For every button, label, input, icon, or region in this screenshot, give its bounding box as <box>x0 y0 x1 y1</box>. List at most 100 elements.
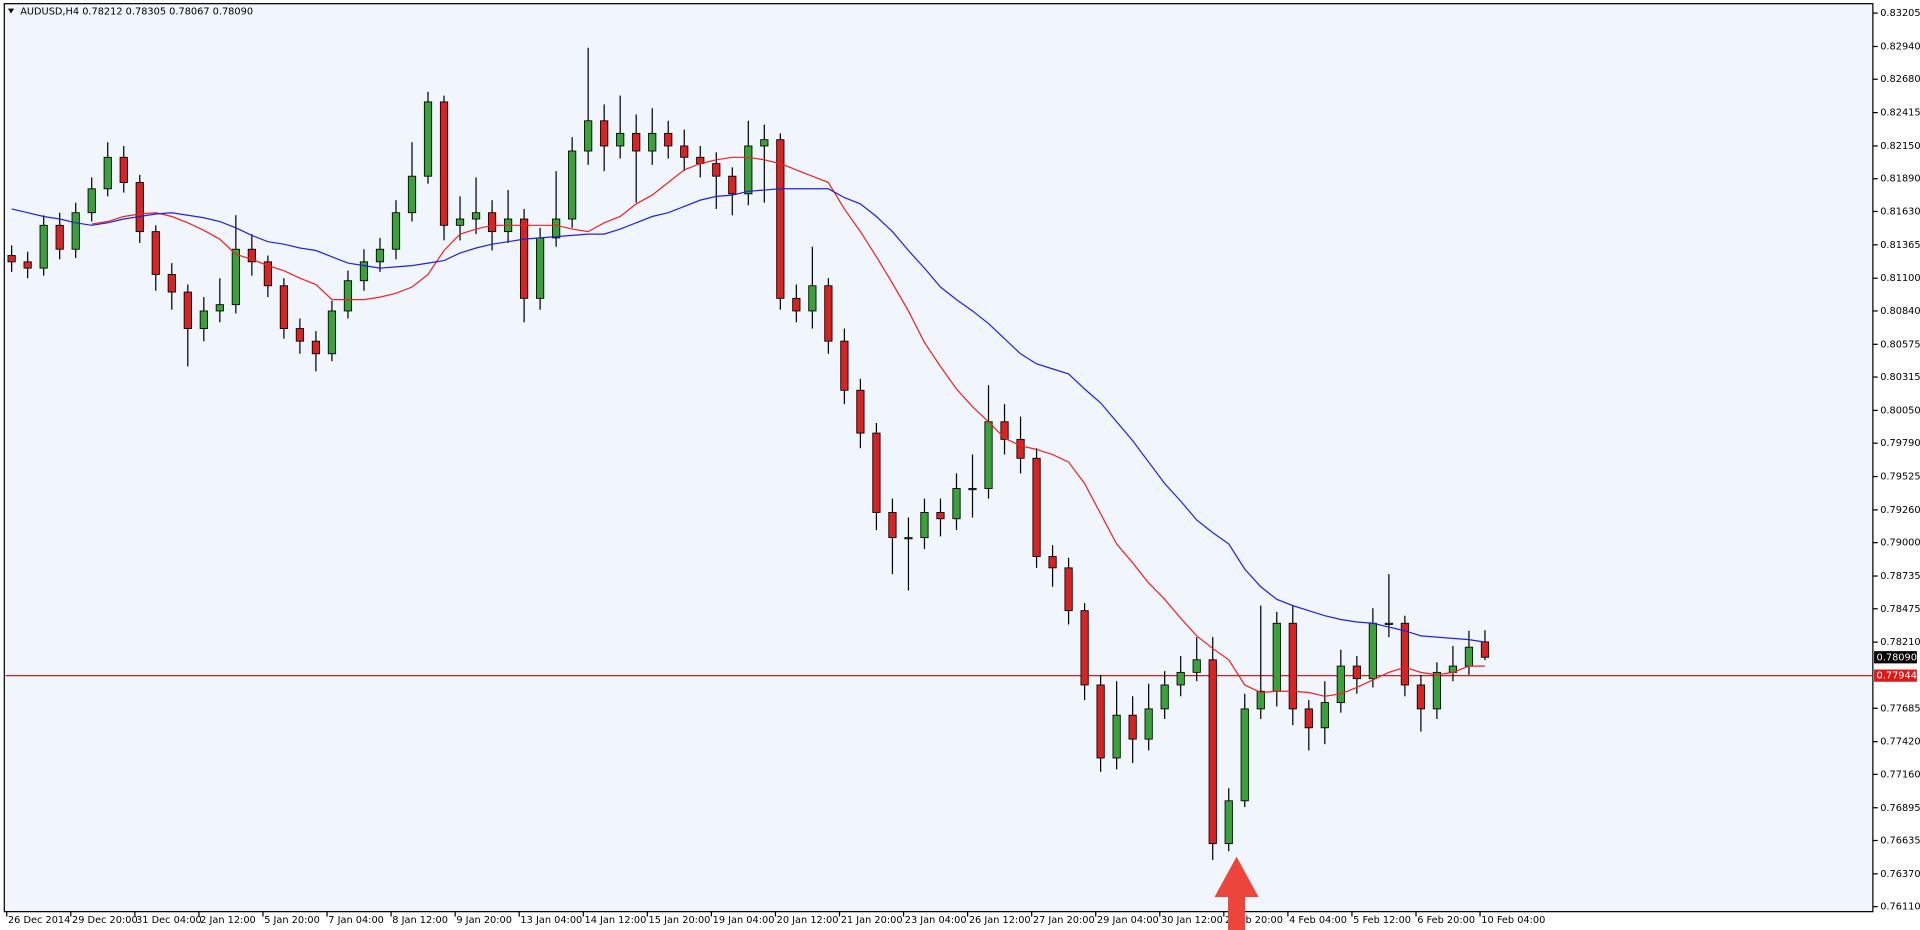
menu-triangle <box>7 8 15 14</box>
candle-body <box>215 304 224 312</box>
y-tick-label: 0.78475 <box>1880 604 1920 615</box>
y-tick-label: 0.81365 <box>1880 240 1920 251</box>
y-tick-label: 0.76370 <box>1880 869 1920 880</box>
candle-body <box>119 156 128 183</box>
x-tick-label: 27 Jan 20:00 <box>1033 915 1095 926</box>
y-tick-label: 0.79260 <box>1880 505 1920 516</box>
candle-body <box>23 261 32 269</box>
candle-body <box>920 512 929 539</box>
moving-average-line <box>11 188 1486 643</box>
candle-body <box>263 261 272 287</box>
candle-body <box>1336 665 1345 704</box>
candle-body <box>1288 622 1297 710</box>
candle-body <box>1224 800 1233 845</box>
y-tick-label: 0.80315 <box>1880 372 1920 383</box>
candle-body <box>936 512 945 520</box>
candle-body <box>1048 556 1057 569</box>
candle-body <box>1160 684 1169 710</box>
x-tick-label: 5 Feb 12:00 <box>1353 915 1411 926</box>
candle-body <box>439 101 449 226</box>
x-tick-label: 15 Jan 20:00 <box>649 915 711 926</box>
moving-average-line <box>91 156 1485 697</box>
candle-body <box>391 212 401 250</box>
y-tick-label: 0.79525 <box>1880 472 1920 483</box>
candle-body <box>568 150 577 220</box>
candle-body <box>1304 708 1313 729</box>
x-tick-label: 26 Dec 2014 <box>8 915 70 926</box>
candle-body <box>7 255 16 263</box>
candle-body <box>1128 714 1137 740</box>
x-tick-label: 30 Jan 12:00 <box>1161 915 1223 926</box>
candle-body <box>311 340 321 355</box>
y-tick-label: 0.77160 <box>1880 769 1920 780</box>
x-tick-label: 10 Feb 04:00 <box>1481 915 1545 926</box>
level-price-box <box>1874 669 1917 682</box>
x-tick-label: 2 Feb 20:00 <box>1225 915 1283 926</box>
x-tick-label: 6 Feb 20:00 <box>1417 915 1475 926</box>
candle-body <box>1192 659 1201 673</box>
candle-body <box>375 248 385 263</box>
candle-body <box>824 285 833 342</box>
x-tick-label: 4 Feb 04:00 <box>1289 915 1347 926</box>
x-tick-label: 23 Jan 04:00 <box>905 915 967 926</box>
candle-body <box>1256 690 1265 710</box>
x-tick-label: 26 Jan 12:00 <box>969 915 1031 926</box>
candle-body <box>776 139 785 299</box>
candle-body <box>423 101 433 177</box>
y-tick-label: 0.79790 <box>1880 438 1920 449</box>
candle-body <box>1016 438 1025 459</box>
candle-body <box>1272 622 1281 692</box>
y-tick-label: 0.79000 <box>1880 538 1920 549</box>
y-tick-label: 0.82415 <box>1880 108 1920 119</box>
candle-body <box>1208 659 1217 845</box>
x-tick-label: 21 Jan 20:00 <box>841 915 903 926</box>
y-tick-label: 0.78210 <box>1880 637 1920 648</box>
candle-body <box>55 224 64 250</box>
y-tick-label: 0.76110 <box>1880 902 1920 913</box>
candle-body <box>231 248 240 306</box>
current-price-label: 0.78090 <box>1877 652 1917 663</box>
x-tick-label: 19 Jan 04:00 <box>713 915 775 926</box>
candle-body <box>1000 421 1009 440</box>
candle-body <box>1432 671 1442 710</box>
candle-body <box>39 224 48 269</box>
x-tick-label: 14 Jan 12:00 <box>584 915 646 926</box>
y-tick-label: 0.76895 <box>1880 803 1920 814</box>
candle-body <box>1400 622 1409 686</box>
candle-body <box>1096 684 1105 759</box>
candle-body <box>455 218 465 226</box>
y-tick-label: 0.81630 <box>1880 206 1920 217</box>
candle-body <box>600 120 609 147</box>
x-tick-label: 13 Jan 04:00 <box>520 915 582 926</box>
level-price-label: 0.77944 <box>1877 671 1917 682</box>
y-tick-label: 0.81100 <box>1880 273 1920 284</box>
plot-area <box>3 3 1874 913</box>
candle-body <box>664 132 673 147</box>
candle-body <box>840 340 849 391</box>
candle-body <box>359 261 369 282</box>
candle-body <box>952 488 961 520</box>
candle-body <box>71 212 80 250</box>
candle-body <box>648 132 657 152</box>
candle-body <box>984 421 993 489</box>
y-tick-label: 0.80575 <box>1880 339 1920 350</box>
candle-body <box>151 231 160 275</box>
candle-body <box>904 537 913 540</box>
candle-body <box>487 212 497 233</box>
y-tick-label: 0.83205 <box>1880 8 1920 19</box>
candle-body <box>584 120 593 152</box>
candle-body <box>632 132 641 152</box>
candle-body <box>520 218 529 299</box>
candle-body <box>712 163 721 177</box>
x-tick-label: 5 Jan 20:00 <box>264 915 320 926</box>
candle-body <box>1080 610 1089 686</box>
y-tick-label: 0.82680 <box>1880 74 1920 85</box>
candle-body <box>1368 622 1377 680</box>
candle-body <box>199 310 208 330</box>
candle-body <box>1112 714 1121 759</box>
candle-body <box>135 182 144 233</box>
x-tick-label: 9 Jan 20:00 <box>456 915 512 926</box>
candle-body <box>760 139 769 147</box>
candle-body <box>1416 684 1426 710</box>
